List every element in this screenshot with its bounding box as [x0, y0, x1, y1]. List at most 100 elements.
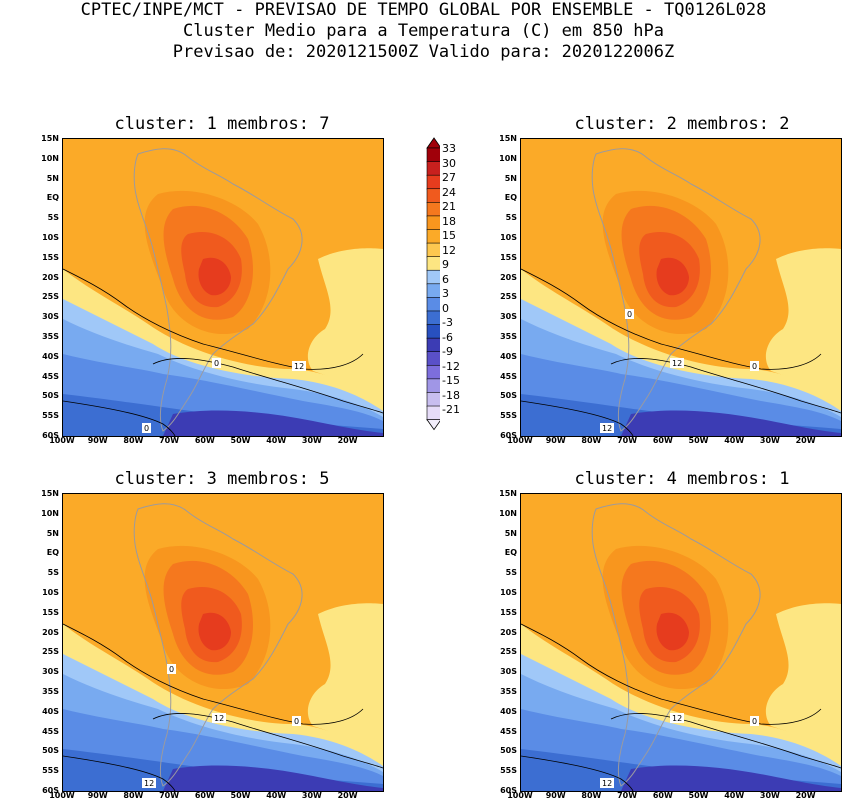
- longitude-label: 50W: [230, 436, 251, 445]
- contour-0: [152, 358, 383, 414]
- longitude-label: 100W: [49, 436, 75, 445]
- colorbar-swatch: [426, 378, 440, 394]
- longitude-label: 80W: [123, 791, 144, 800]
- contour-label: 0: [625, 309, 634, 319]
- latitude-label: 15N: [499, 489, 517, 498]
- latitude-label: 30S: [500, 667, 517, 677]
- latitude-label: 45S: [500, 371, 517, 381]
- latitude-label: 10S: [500, 588, 517, 597]
- svg-text:0: 0: [294, 717, 299, 726]
- contour-12: [521, 268, 822, 370]
- latitude-label: 50S: [42, 391, 59, 401]
- contour-label: 12: [670, 713, 684, 723]
- colorbar-swatch: [426, 283, 440, 299]
- latitude-label: 45S: [42, 726, 59, 736]
- header-line-2: Cluster Medio para a Temperatura (C) em …: [182, 21, 665, 41]
- svg-text:12: 12: [602, 779, 612, 788]
- latitude-label: 25S: [500, 292, 517, 302]
- colorbar-bottom-arrow: [426, 419, 440, 431]
- colorbar-label: -3: [442, 316, 453, 329]
- latitude-label: EQ: [46, 548, 59, 558]
- longitude-label: 90W: [545, 791, 566, 800]
- latitude-label: 40S: [42, 351, 59, 361]
- band-minus-6: [621, 765, 841, 791]
- longitude-label: 50W: [688, 436, 709, 445]
- svg-text:0: 0: [169, 665, 174, 674]
- warm-core-27: [656, 257, 689, 296]
- svg-text:12: 12: [672, 359, 682, 368]
- latitude-label: 55S: [500, 411, 517, 421]
- longitude-label: 30W: [301, 791, 322, 800]
- panel-4-title: cluster: 4 membros: 1: [574, 469, 790, 489]
- latitude-label: 60S: [42, 786, 59, 795]
- colorbar-top-arrow: [426, 137, 440, 149]
- colorbar-swatch: [426, 392, 440, 407]
- latitude-label: 5S: [505, 213, 517, 223]
- longitude-label: 100W: [507, 791, 533, 800]
- colorbar-swatch: [426, 215, 440, 231]
- latitude-label: 15S: [42, 252, 59, 262]
- colorbar-label: 6: [442, 272, 449, 286]
- longitude-label: 60W: [652, 791, 673, 800]
- colorbar-label: 27: [442, 171, 456, 184]
- latitude-label: 35S: [42, 332, 59, 341]
- panel-3-title: cluster: 3 membros: 5: [114, 469, 330, 489]
- contour-0: [610, 713, 841, 769]
- longitude-label: 30W: [759, 436, 780, 445]
- longitude-label: 60W: [194, 436, 215, 445]
- longitude-label: 40W: [266, 436, 287, 445]
- contour-0b: [521, 755, 634, 791]
- latitude-label: 35S: [500, 687, 517, 696]
- longitude-label: 30W: [301, 436, 322, 445]
- colorbar-swatch: [426, 337, 440, 353]
- latitude-label: 25S: [42, 292, 59, 302]
- svg-text:12: 12: [214, 714, 224, 723]
- contour-label: 12: [670, 358, 684, 368]
- colorbar-swatch: [426, 174, 440, 190]
- latitude-label: 5N: [46, 173, 59, 183]
- latitude-label: 50S: [42, 746, 59, 756]
- longitude-label: 90W: [545, 436, 566, 445]
- longitude-label: 50W: [688, 791, 709, 800]
- latitude-label: 20S: [42, 627, 59, 637]
- latitude-label: 30S: [42, 312, 59, 322]
- latitude-label: 10N: [41, 508, 59, 518]
- latitude-label: 10N: [499, 508, 517, 518]
- longitude-label: 80W: [123, 436, 144, 445]
- latitude-label: 50S: [500, 391, 517, 401]
- latitude-label: 30S: [42, 667, 59, 677]
- colorbar-swatch: [426, 310, 440, 326]
- contour-label: 12: [212, 713, 226, 723]
- latitude-label: 55S: [42, 411, 59, 421]
- longitude-label: 20W: [795, 436, 816, 445]
- latitude-label: 10S: [42, 233, 59, 242]
- panel-1-map: 0 12 0: [62, 138, 384, 437]
- contour-label: 0: [750, 716, 759, 726]
- contour-label: 0: [167, 664, 176, 674]
- colorbar-label: 21: [442, 200, 456, 213]
- latitude-label: 10N: [499, 153, 517, 163]
- colorbar-swatch: [426, 147, 440, 163]
- latitude-label: 15S: [42, 607, 59, 617]
- contour-label: 12: [600, 423, 614, 433]
- panel-2-map: 12 0 12 0: [520, 138, 842, 437]
- longitude-label: 20W: [795, 791, 816, 800]
- colorbar-label: -6: [442, 330, 453, 344]
- band-minus-6: [621, 410, 841, 436]
- longitude-label: 70W: [159, 791, 180, 800]
- latitude-label: 45S: [500, 726, 517, 736]
- colorbar-swatch: [426, 229, 440, 244]
- latitude-label: 10S: [42, 588, 59, 597]
- latitude-label: 15N: [41, 489, 59, 498]
- colorbar-swatch: [426, 364, 440, 380]
- latitude-label: 55S: [42, 766, 59, 776]
- latitude-label: EQ: [46, 193, 59, 203]
- latitude-label: 40S: [500, 706, 517, 716]
- longitude-label: 60W: [194, 791, 215, 800]
- colorbar-swatch: [426, 202, 440, 217]
- latitude-label: 25S: [42, 647, 59, 657]
- latitude-label: 15S: [500, 252, 517, 262]
- longitude-label: 20W: [337, 791, 358, 800]
- svg-text:12: 12: [672, 714, 682, 723]
- header-line-1: CPTEC/INPE/MCT - PREVISAO DE TEMPO GLOBA…: [80, 0, 767, 20]
